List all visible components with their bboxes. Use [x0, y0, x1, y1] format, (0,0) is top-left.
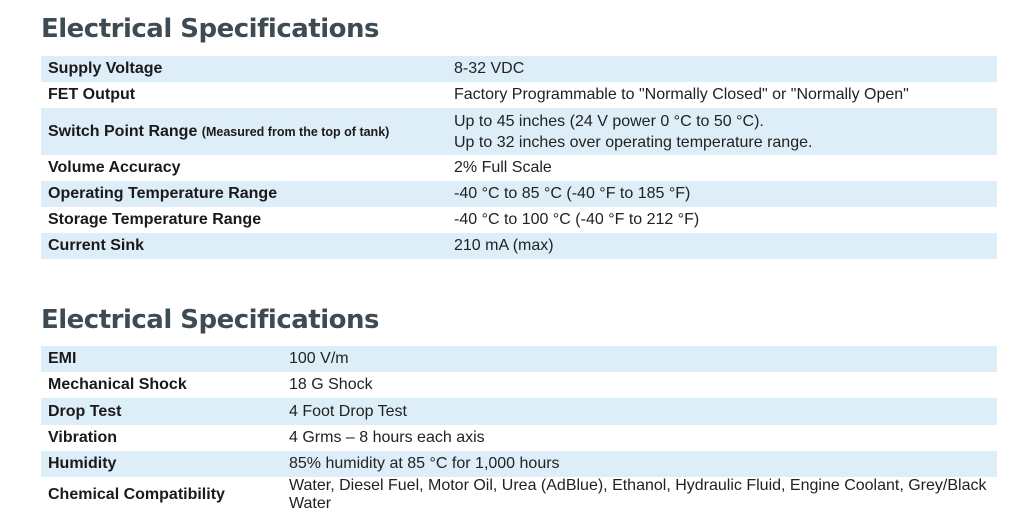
spec-label: Storage Temperature Range	[48, 211, 262, 228]
spec-label: Humidity	[41, 451, 282, 477]
electrical-specifications-section-2: Electrical Specifications EMI 100 V/m Me…	[41, 305, 997, 512]
spec-value-line: Up to 45 inches (24 V power 0 °C to 50 °…	[454, 112, 764, 130]
spec-label: Chemical Compatibility	[48, 486, 225, 503]
spec-note: (Measured from the top of tank)	[201, 124, 390, 139]
spec-value-cell: Up to 45 inches (24 V power 0 °C to 50 °…	[447, 108, 997, 155]
spec-value: 85% humidity at 85 °C for 1,000 hours	[282, 451, 997, 477]
spec-label: Current Sink	[41, 233, 447, 259]
table-row: Mechanical Shock 18 G Shock	[41, 372, 997, 398]
table-row: Current Sink 210 mA (max)	[41, 233, 997, 259]
spec-value: -40 °C to 100 °C (-40 °F to 212 °F)	[454, 211, 700, 228]
table-row: Operating Temperature Range -40 °C to 85…	[41, 181, 997, 207]
table-row: Drop Test 4 Foot Drop Test	[41, 398, 997, 425]
spec-value: 2% Full Scale	[454, 159, 552, 176]
spec-label: Operating Temperature Range	[41, 181, 447, 207]
spec-table: Supply Voltage 8-32 VDC FET Output Facto…	[41, 56, 997, 259]
section-title: Electrical Specifications	[41, 305, 379, 335]
table-row: Switch Point Range (Measured from the to…	[41, 108, 997, 155]
table-row: Storage Temperature Range -40 °C to 100 …	[41, 207, 997, 233]
table-row: FET Output Factory Programmable to "Norm…	[41, 82, 997, 108]
spec-label: Vibration	[48, 429, 118, 446]
spec-value: 8-32 VDC	[447, 56, 997, 82]
spec-label: EMI	[41, 346, 282, 372]
spec-label-cell: Switch Point Range (Measured from the to…	[41, 108, 447, 155]
spec-value: Water, Diesel Fuel, Motor Oil, Urea (AdB…	[289, 477, 987, 512]
spec-value-line: Up to 32 inches over operating temperatu…	[454, 133, 813, 151]
spec-table: EMI 100 V/m Mechanical Shock 18 G Shock …	[41, 346, 997, 513]
table-row: EMI 100 V/m	[41, 346, 997, 372]
spec-value: Factory Programmable to "Normally Closed…	[454, 86, 909, 103]
electrical-specifications-section: Electrical Specifications Supply Voltage…	[41, 14, 997, 259]
spec-label: Switch Point Range	[48, 122, 198, 140]
table-row: Vibration 4 Grms – 8 hours each axis	[41, 425, 997, 451]
spec-value: 4 Grms – 8 hours each axis	[289, 429, 485, 446]
table-row: Volume Accuracy 2% Full Scale	[41, 155, 997, 181]
spec-label: FET Output	[48, 86, 136, 103]
table-row: Supply Voltage 8-32 VDC	[41, 56, 997, 82]
spec-label: Supply Voltage	[41, 56, 447, 82]
spec-label: Mechanical Shock	[48, 376, 187, 393]
table-row: Humidity 85% humidity at 85 °C for 1,000…	[41, 451, 997, 477]
section-title: Electrical Specifications	[41, 14, 379, 44]
spec-value: 210 mA (max)	[447, 233, 997, 259]
spec-value: -40 °C to 85 °C (-40 °F to 185 °F)	[447, 181, 997, 207]
spec-value: 18 G Shock	[289, 376, 373, 393]
spec-label: Drop Test	[41, 398, 282, 425]
spec-label: Volume Accuracy	[48, 159, 181, 176]
spec-value: 4 Foot Drop Test	[282, 398, 997, 425]
spec-value: 100 V/m	[282, 346, 997, 372]
table-row: Chemical Compatibility Water, Diesel Fue…	[41, 477, 997, 513]
